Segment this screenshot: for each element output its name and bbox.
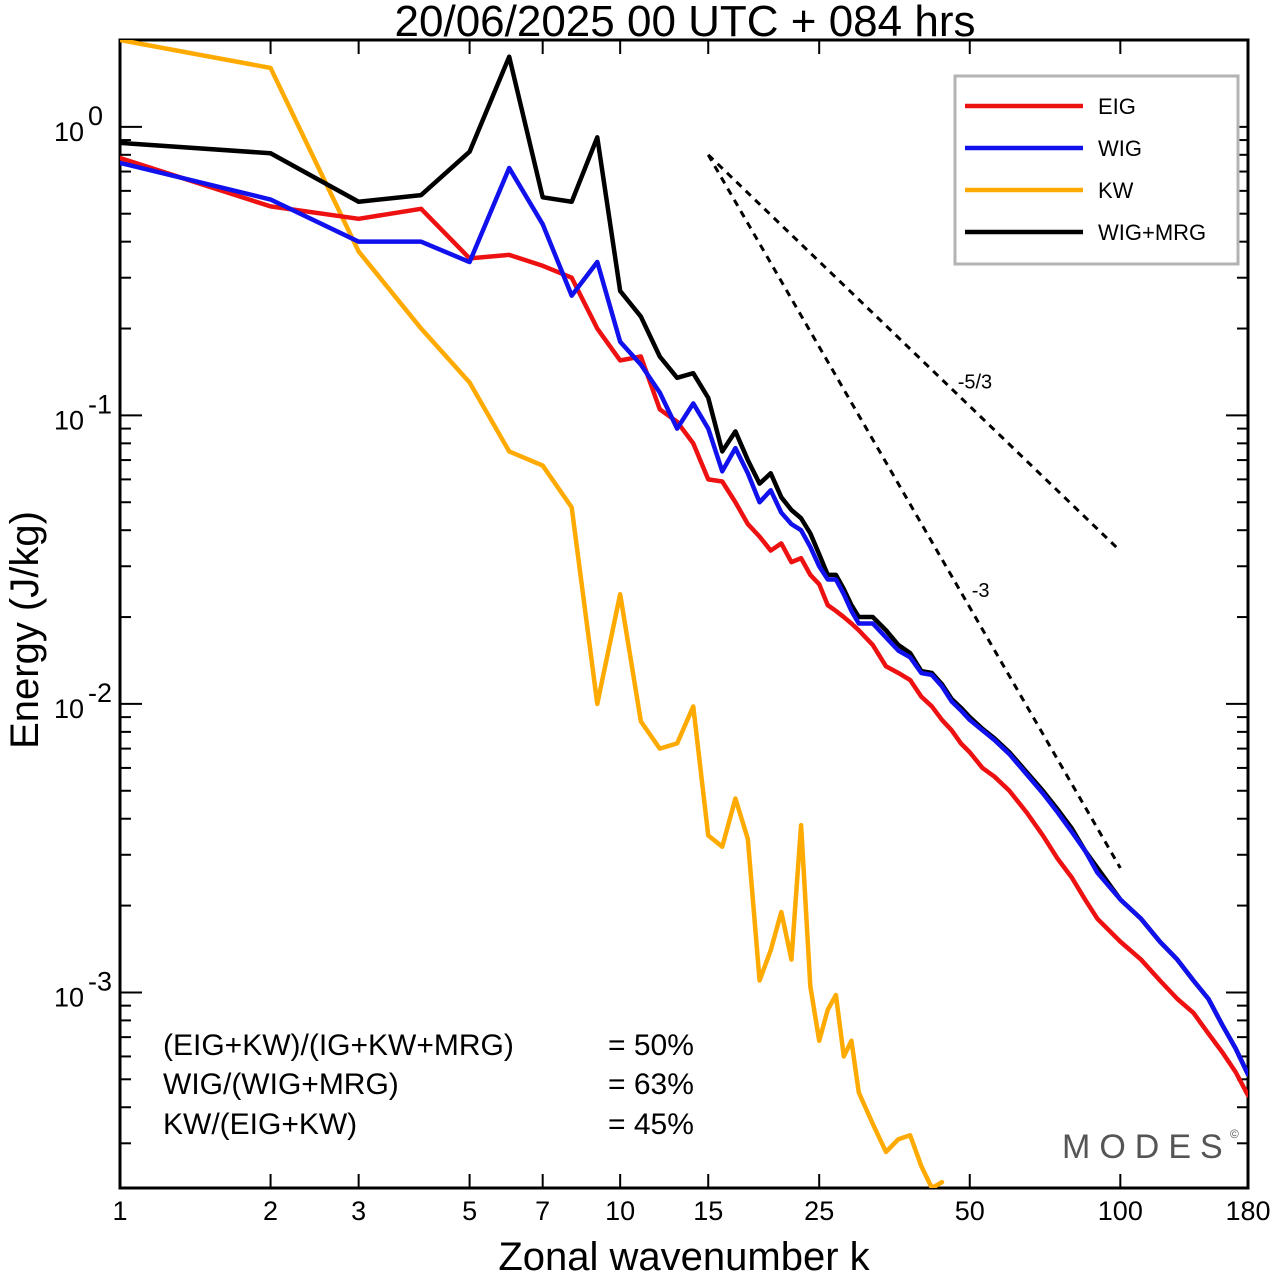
y-axis-label: Energy (J/kg) bbox=[3, 511, 47, 749]
ratio-annotations: (EIG+KW)/(IG+KW+MRG) = 50% WIG/(WIG+MRG)… bbox=[163, 1029, 694, 1141]
y-tick-label: 100 bbox=[54, 101, 103, 147]
legend-label-kw: KW bbox=[1098, 178, 1134, 203]
x-tick-label: 2 bbox=[263, 1196, 278, 1226]
y-tick-base: 10 bbox=[54, 982, 84, 1012]
legend-label-eig: EIG bbox=[1098, 94, 1136, 119]
ratio-label-kw: KW/(EIG+KW) bbox=[163, 1108, 357, 1141]
x-tick-labels: 1 2 3 5 7 10 15 25 50 100 180 bbox=[112, 1196, 1270, 1226]
ratio-label-eig-kw: (EIG+KW)/(IG+KW+MRG) bbox=[163, 1029, 514, 1062]
x-tick-label: 3 bbox=[351, 1196, 366, 1226]
y-tick-label: 10-3 bbox=[54, 966, 112, 1012]
plot-frame bbox=[118, 38, 1250, 1190]
x-tick-label: 5 bbox=[462, 1196, 477, 1226]
y-tick-base: 10 bbox=[54, 405, 84, 435]
slope-label: -5/3 bbox=[958, 371, 992, 393]
x-tick-label: 50 bbox=[955, 1196, 985, 1226]
reference-slopes bbox=[706, 153, 1122, 869]
legend-label-wig: WIG bbox=[1098, 136, 1142, 161]
y-tick-base: 10 bbox=[54, 694, 84, 724]
series-lines bbox=[120, 40, 1248, 1188]
y-tick-exponent: -1 bbox=[88, 389, 112, 419]
x-tick-label: 7 bbox=[535, 1196, 550, 1226]
ratio-value-wig: = 63% bbox=[608, 1068, 694, 1101]
slope-label: -3 bbox=[972, 580, 990, 602]
series-line-wig bbox=[120, 160, 1248, 1077]
x-tick-label: 15 bbox=[693, 1196, 723, 1226]
y-tick-label: 10-2 bbox=[54, 678, 112, 724]
legend-label-wig-mrg: WIG+MRG bbox=[1098, 220, 1206, 245]
modes-watermark: MODES bbox=[1062, 1128, 1232, 1166]
slope-line-minus-5-3 bbox=[707, 153, 1122, 553]
y-tick-base: 10 bbox=[54, 117, 84, 147]
copyright-mark: © bbox=[1230, 1127, 1239, 1141]
legend: EIG WIG KW WIG+MRG bbox=[953, 74, 1240, 266]
ratio-label-wig: WIG/(WIG+MRG) bbox=[163, 1068, 399, 1101]
series-line-kw bbox=[120, 40, 945, 1188]
series-line-eig bbox=[120, 155, 1248, 1098]
x-tick-label: 25 bbox=[804, 1196, 834, 1226]
ratio-value-kw: = 45% bbox=[608, 1108, 694, 1141]
y-tick-exponent: 0 bbox=[88, 101, 103, 131]
axis-ticks bbox=[119, 39, 1249, 1188]
x-tick-label: 180 bbox=[1225, 1196, 1270, 1226]
ratio-value-eig-kw: = 50% bbox=[608, 1029, 694, 1062]
y-tick-exponent: -2 bbox=[88, 678, 112, 708]
x-axis-label: Zonal wavenumber k bbox=[498, 1235, 870, 1279]
x-tick-label: 1 bbox=[112, 1196, 127, 1226]
x-tick-label: 10 bbox=[605, 1196, 635, 1226]
chart-title: 20/06/2025 00 UTC + 084 hrs bbox=[395, 0, 976, 46]
x-tick-label: 100 bbox=[1098, 1196, 1143, 1226]
y-tick-exponent: -3 bbox=[88, 966, 112, 996]
y-tick-label: 10-1 bbox=[54, 389, 112, 435]
